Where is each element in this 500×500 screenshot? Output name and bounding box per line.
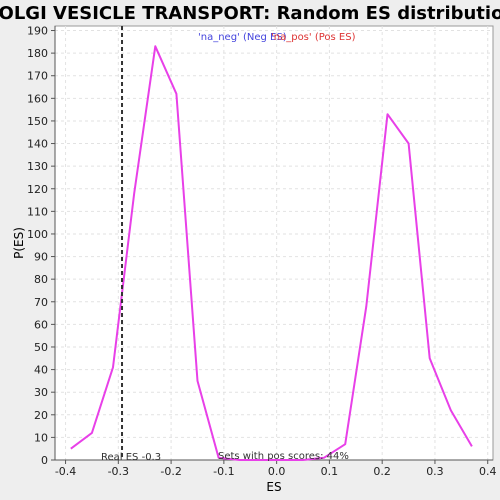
y-tick-label: 180 — [27, 47, 48, 60]
x-tick-label: -0.1 — [213, 465, 234, 478]
y-tick-label: 150 — [27, 115, 48, 128]
y-tick-label: 90 — [34, 251, 48, 264]
x-tick-label: 0.2 — [373, 465, 391, 478]
y-tick-label: 170 — [27, 70, 48, 83]
y-tick-label: 60 — [34, 318, 48, 331]
real-es-annotation: Real ES -0.3 — [101, 452, 161, 463]
legend-neg: 'na_neg' (Neg ES) — [198, 32, 287, 43]
y-tick-label: 100 — [27, 228, 48, 241]
x-tick-label: -0.2 — [160, 465, 181, 478]
x-tick-label: 0.4 — [479, 465, 497, 478]
es-distribution-line — [70, 45, 473, 461]
y-tick-label: 70 — [34, 296, 48, 309]
grid — [55, 26, 493, 461]
y-tick-label: 140 — [27, 138, 48, 151]
y-tick-label: 40 — [34, 364, 48, 377]
pos-scores-annotation: Sets with pos scores: 44% — [218, 451, 349, 462]
x-axis-label: ES — [266, 480, 281, 494]
x-tick-label: -0.3 — [108, 465, 129, 478]
y-tick-label: 190 — [27, 25, 48, 38]
y-tick-label: 120 — [27, 183, 48, 196]
y-tick-label: 50 — [34, 341, 48, 354]
plot-area — [54, 25, 494, 461]
y-tick-label: 20 — [34, 409, 48, 422]
series-layer — [70, 45, 473, 461]
y-tick-label: 130 — [27, 160, 48, 173]
y-tick-label: 10 — [34, 431, 48, 444]
y-tick-label: 160 — [27, 92, 48, 105]
x-tick-label: 0.0 — [268, 465, 286, 478]
y-tick-label: 80 — [34, 273, 48, 286]
y-axis-label: P(ES) — [12, 227, 26, 259]
legend-pos: 'na_pos' (Pos ES) — [271, 32, 356, 43]
x-tick-label: 0.3 — [426, 465, 444, 478]
y-tick-label: 0 — [41, 454, 48, 467]
y-tick-label: 30 — [34, 386, 48, 399]
y-tick-label: 110 — [27, 205, 48, 218]
x-tick-label: -0.4 — [55, 465, 76, 478]
x-tick-label: 0.1 — [321, 465, 339, 478]
axes: 0 10 20 30 40 50 60 70 80 90 100 110 120 130 140 150 160… — [27, 25, 496, 478]
chart-title: GOLGI VESICLE TRANSPORT: Random ES distr… — [0, 3, 500, 24]
